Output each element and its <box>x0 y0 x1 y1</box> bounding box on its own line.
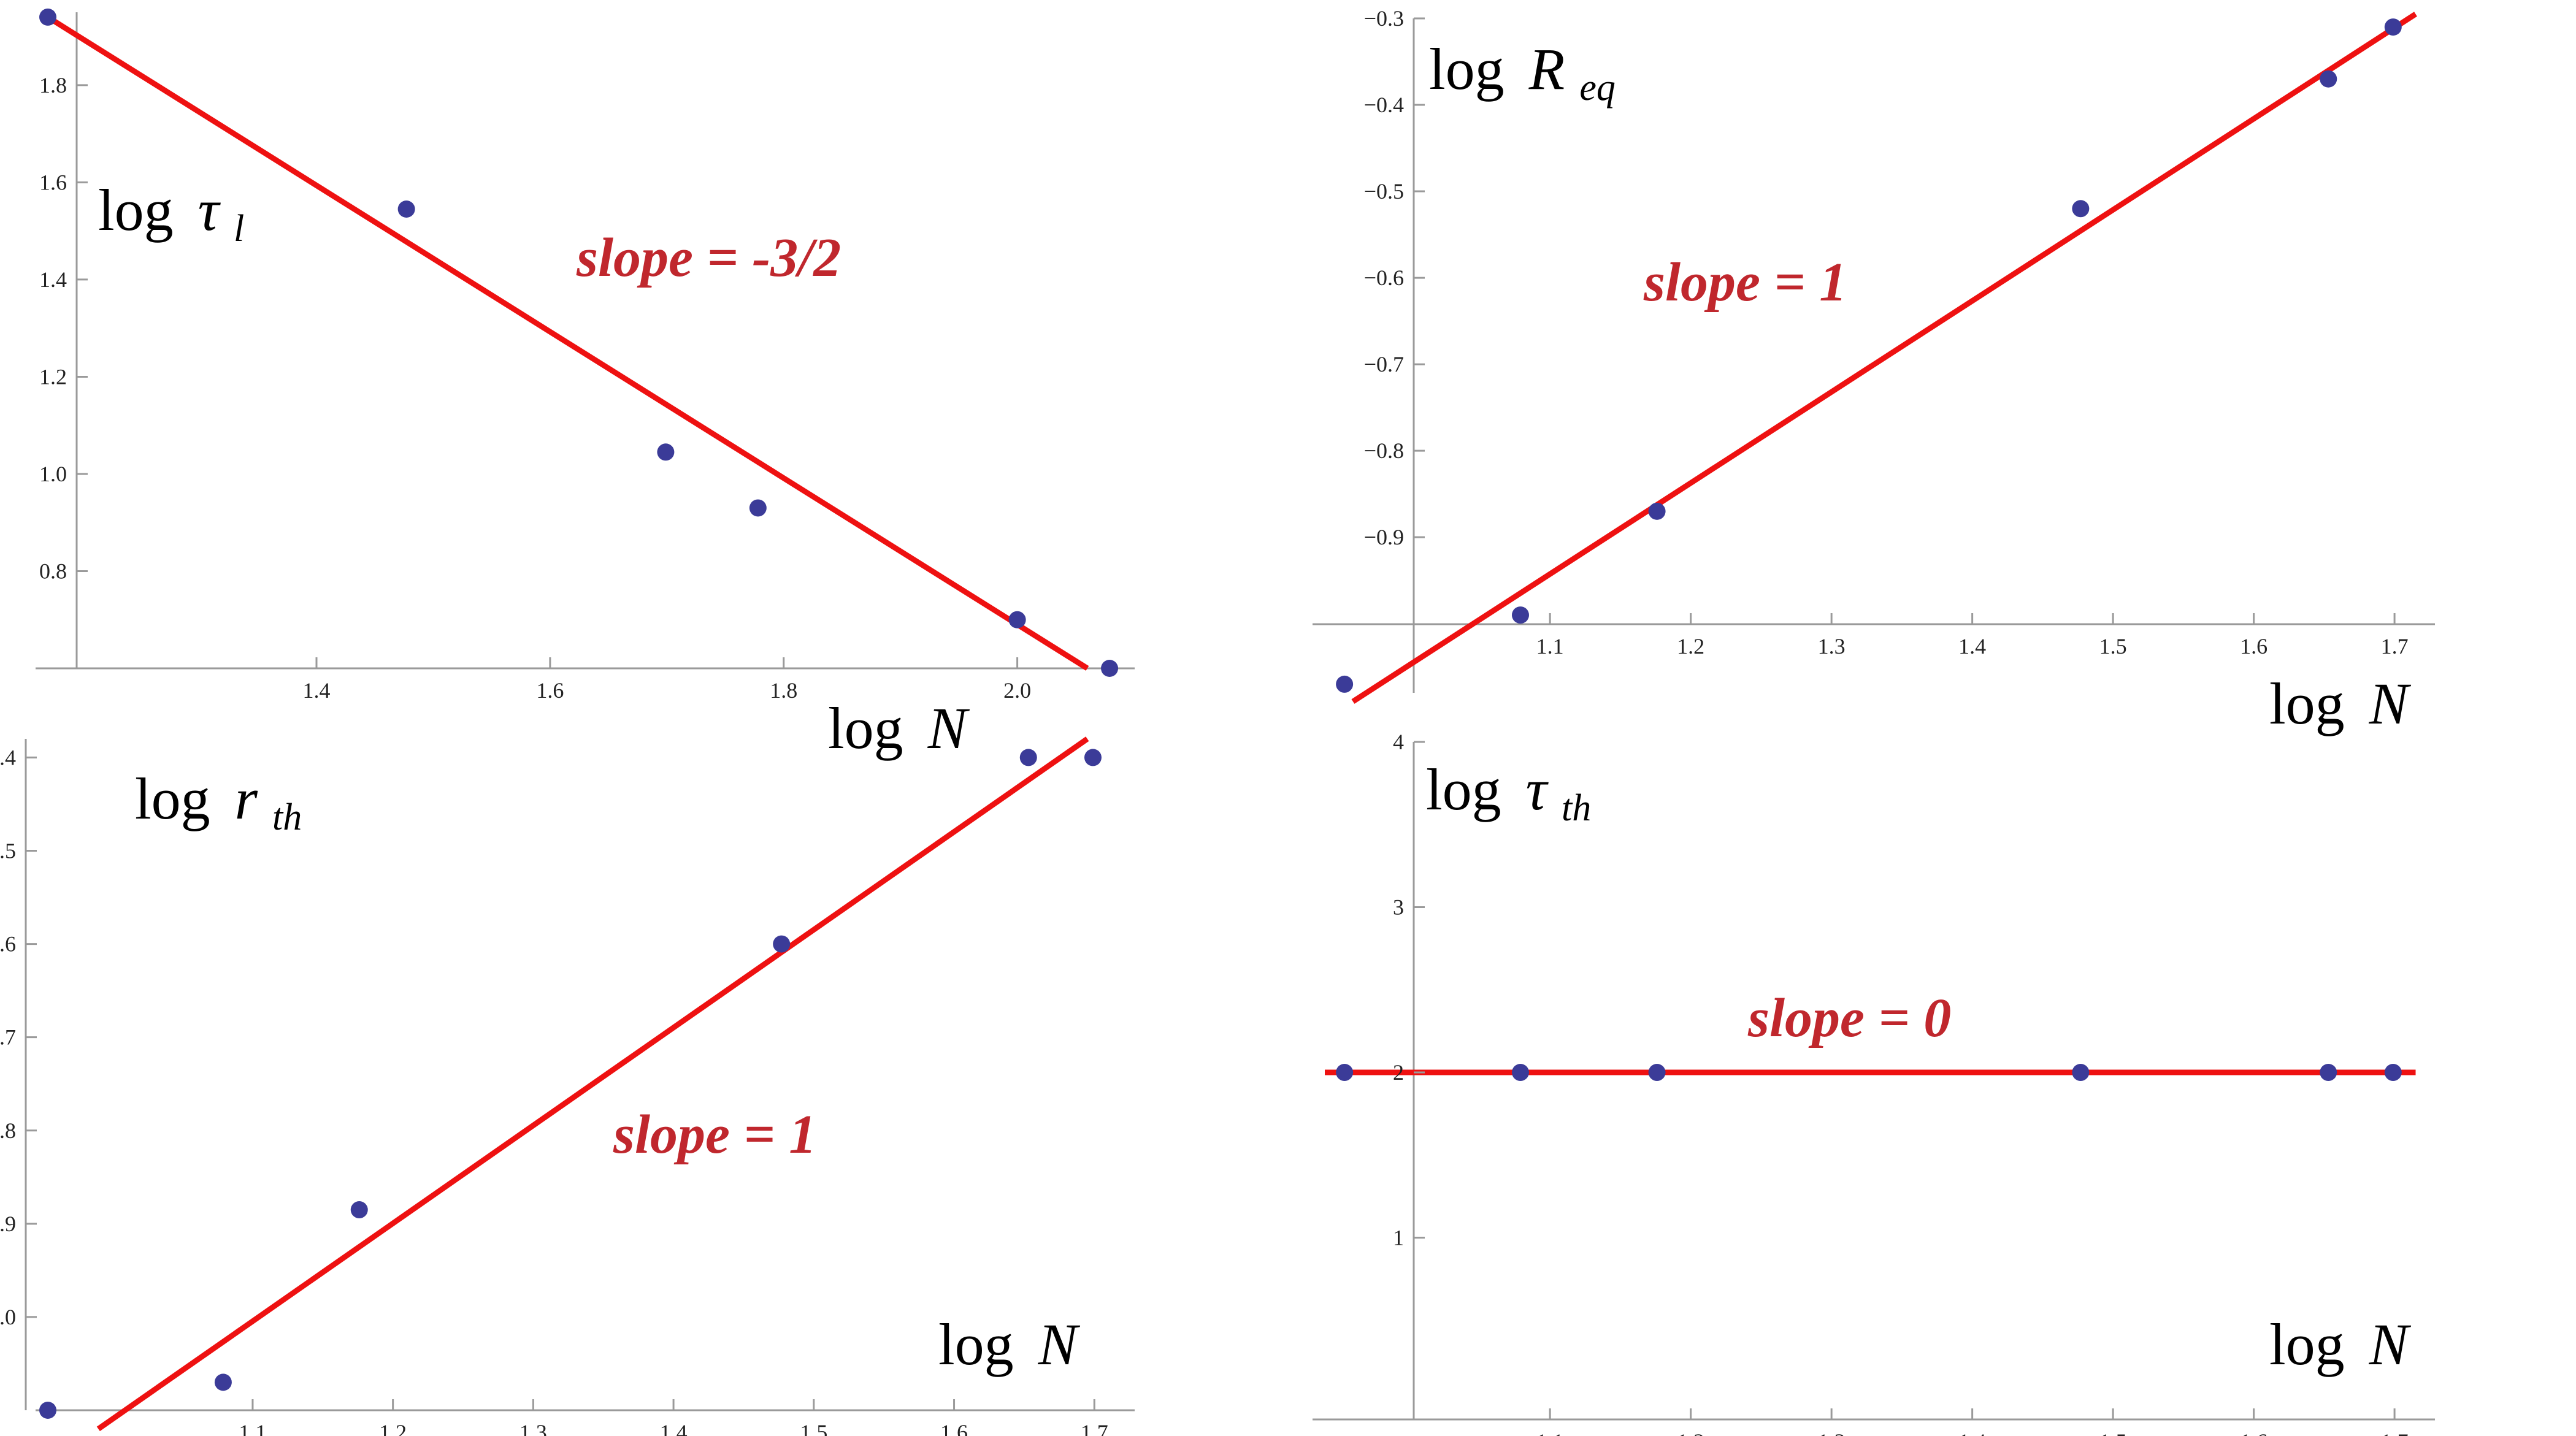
data-point <box>2072 200 2090 218</box>
y-tick-label: −2.0 <box>0 1305 16 1329</box>
data-point <box>2072 1064 2090 1082</box>
x-tick-label: 1.6 <box>536 678 564 703</box>
y-tick-label: 1 <box>1393 1226 1404 1250</box>
fit-line <box>96 736 1089 1432</box>
y-tick-label: −1.6 <box>0 932 16 957</box>
x-tick-label: 1.5 <box>800 1420 827 1436</box>
panel-log-r-eq: 1.1 1.2 1.3 1.4 1.5 1.6 1.7 −0.3 −0.4 −0.5 −0.6 −0… <box>1313 6 2435 736</box>
data-point <box>39 1402 56 1419</box>
data-point <box>1648 502 1666 520</box>
data-point <box>1336 675 1354 693</box>
x-tick-label: 1.4 <box>1958 1429 1986 1436</box>
y-tick-label: −0.4 <box>1364 93 1404 117</box>
fit-line <box>46 15 1089 671</box>
y-tick-label: −1.5 <box>0 839 16 863</box>
y-tick-label: 2 <box>1393 1060 1404 1085</box>
y-tick-label: −1.4 <box>0 745 16 770</box>
x-tick-label: 1.4 <box>660 1420 688 1436</box>
x-tick-label: 1.2 <box>1677 634 1704 659</box>
slope-annotation: slope = 1 <box>613 1104 816 1165</box>
x-tick-label: 1.6 <box>940 1420 968 1436</box>
y-tick-label: −0.9 <box>1364 525 1404 549</box>
panel-log-tau-th: 1.1 1.2 1.3 1.4 1.5 1.6 1.7 1 2 3 4 log τ th log … <box>1313 730 2435 1436</box>
y-tick-label: −0.3 <box>1364 6 1404 31</box>
x-tick-label: 1.8 <box>770 678 797 703</box>
data-point <box>2384 18 2402 36</box>
panel-log-r-th: 1.1 1.2 1.3 1.4 1.5 1.6 1.7 −1.4 −1.5 −1.6 −1.7 −1… <box>0 736 1135 1436</box>
data-point <box>657 443 675 461</box>
data-point <box>214 1373 232 1391</box>
x-tick-label: 1.7 <box>2381 634 2409 659</box>
x-tick-label: 1.3 <box>1818 634 1846 659</box>
y-tick-label: −1.9 <box>0 1212 16 1236</box>
x-tick-label: 1.1 <box>1536 1429 1564 1436</box>
y-tick-label: −0.7 <box>1364 352 1404 376</box>
data-point <box>2320 70 2337 88</box>
slope-annotation: slope = 0 <box>1747 988 1951 1048</box>
x-tick-label: 1.2 <box>379 1420 407 1436</box>
x-tick-label: 1.7 <box>1081 1420 1108 1436</box>
y-tick-label: 4 <box>1393 730 1404 754</box>
panel-log-tau-l: 1.4 1.6 1.8 2.0 0.81.01.21.41.61.8 log τ l … <box>36 8 1135 761</box>
y-tick-label: −1.8 <box>0 1118 16 1143</box>
data-point <box>397 201 415 218</box>
y-axis-title: log τ l <box>98 177 244 250</box>
slope-annotation: slope = 1 <box>1643 252 1847 313</box>
x-tick-label: 1.3 <box>1818 1429 1846 1436</box>
y-tick-label: 1.6 <box>39 170 67 194</box>
y-tick-label: 1.8 <box>39 73 67 97</box>
data-point <box>1336 1064 1354 1082</box>
y-tick-label: 1.4 <box>39 267 67 292</box>
x-tick-label: 1.2 <box>1677 1429 1704 1436</box>
y-tick-label: −1.7 <box>0 1025 16 1050</box>
x-axis-title: log N <box>2269 671 2412 736</box>
x-tick-label: 1.3 <box>519 1420 547 1436</box>
data-point <box>1511 1064 1529 1082</box>
y-axis-title: log r th <box>135 766 302 838</box>
data-point <box>1084 749 1102 766</box>
y-axis-title: log R eq <box>1429 36 1616 109</box>
x-tick-label: 1.1 <box>239 1420 266 1436</box>
y-tick-label: 0.8 <box>39 559 67 583</box>
y-tick-label: 1.0 <box>39 462 67 486</box>
x-tick-label: 1.6 <box>2240 1429 2267 1436</box>
data-point <box>350 1201 368 1219</box>
x-tick-label: 1.4 <box>303 678 331 703</box>
data-point <box>1648 1064 1666 1082</box>
data-point <box>1019 749 1037 766</box>
data-point <box>1511 606 1529 624</box>
y-tick-label: −0.5 <box>1364 179 1404 204</box>
x-tick-label: 1.6 <box>2240 634 2267 659</box>
data-point <box>749 499 767 517</box>
data-point <box>1101 660 1119 677</box>
data-point <box>773 935 791 953</box>
x-axis-title: log N <box>828 695 970 761</box>
x-tick-label: 1.7 <box>2381 1429 2409 1436</box>
y-axis-title: log τ th <box>1426 757 1591 829</box>
x-tick-label: 1.1 <box>1536 634 1564 659</box>
x-axis-title: log N <box>938 1312 1081 1377</box>
x-tick-label: 2.0 <box>1003 678 1031 703</box>
x-axis-title: log N <box>2269 1312 2412 1377</box>
y-tick-label: 1.2 <box>39 364 67 389</box>
x-tick-label: 1.5 <box>2099 634 2127 659</box>
slope-annotation: slope = -3/2 <box>576 227 841 288</box>
x-tick-label: 1.5 <box>2099 1429 2127 1436</box>
x-tick-label: 1.4 <box>1958 634 1986 659</box>
fit-line <box>1351 12 2417 704</box>
y-tick-label: −0.6 <box>1364 265 1404 290</box>
data-point <box>39 8 56 26</box>
data-point <box>2320 1064 2337 1082</box>
y-tick-label: −0.8 <box>1364 438 1404 463</box>
data-point <box>2384 1064 2402 1082</box>
y-tick-label: 3 <box>1393 895 1404 920</box>
data-point <box>1008 611 1026 628</box>
